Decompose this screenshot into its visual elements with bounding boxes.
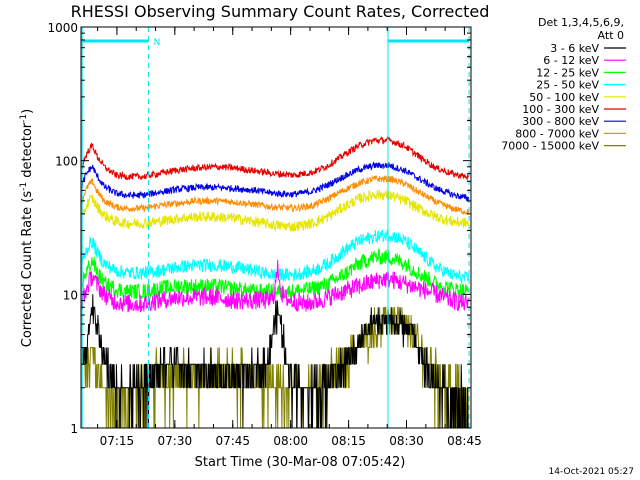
chart-title: RHESSI Observing Summary Count Rates, Co… xyxy=(71,2,490,21)
y-tick-label-2: 100 xyxy=(55,155,78,169)
series-line-0 xyxy=(82,294,469,429)
footer-timestamp: 14-Oct-2021 05:27 xyxy=(549,467,634,477)
legend-header-line1: Det 1,3,4,5,6,9, xyxy=(538,16,624,29)
y-tick-label-1: 10 xyxy=(63,288,78,302)
legend-header-line2: Att 0 xyxy=(598,29,624,42)
legend-label-1: 6 - 12 keV xyxy=(543,54,599,67)
x-tick-label-3: 08:00 xyxy=(273,434,308,448)
series-line-3 xyxy=(81,229,470,284)
y-axis-label-sup1: -1 xyxy=(19,182,29,191)
y-axis-label-part2: detector xyxy=(20,122,35,182)
plot-series xyxy=(81,135,470,429)
x-axis: 07:15 07:30 07:45 08:00 08:15 08:30 08:45 xyxy=(97,27,482,448)
legend-label-8: 7000 - 15000 keV xyxy=(501,140,599,153)
legend-label-3: 25 - 50 keV xyxy=(536,79,599,92)
legend-label-0: 3 - 6 keV xyxy=(550,42,599,55)
x-tick-label-2: 07:45 xyxy=(215,434,250,448)
legend-label-4: 50 - 100 keV xyxy=(529,91,599,104)
y-tick-label-0: 1 xyxy=(70,422,78,436)
series-line-1 xyxy=(81,259,470,313)
x-tick-label-6: 08:45 xyxy=(447,434,482,448)
y-axis-label-sup2: -1 xyxy=(19,114,29,123)
legend-label-5: 100 - 300 keV xyxy=(522,103,599,116)
series-line-5 xyxy=(81,135,470,182)
y-axis: 1 10 100 1000 xyxy=(47,21,471,436)
series-line-4 xyxy=(81,189,470,232)
y-axis-label: Corrected Count Rate (s-1 detector-1) xyxy=(19,109,35,347)
series-line-6 xyxy=(81,160,470,203)
y-tick-label-3: 1000 xyxy=(47,21,78,35)
plot-overlays: N xyxy=(81,27,470,428)
legend-label-7: 800 - 7000 keV xyxy=(515,127,599,140)
series-line-2 xyxy=(81,248,470,301)
legend-label-6: 300 - 800 keV xyxy=(522,115,599,128)
series-line-7 xyxy=(81,175,470,215)
plot-frame xyxy=(80,26,472,429)
x-tick-label-4: 08:15 xyxy=(331,434,366,448)
x-axis-label: Start Time (30-Mar-08 07:05:42) xyxy=(195,455,406,470)
x-tick-label-0: 07:15 xyxy=(100,434,135,448)
x-tick-label-5: 08:30 xyxy=(389,434,424,448)
x-tick-label-1: 07:30 xyxy=(158,434,193,448)
y-axis-label-part3: ) xyxy=(20,109,35,114)
y-axis-label-part1: Corrected Count Rate (s xyxy=(20,191,35,348)
legend-label-2: 12 - 25 keV xyxy=(536,66,599,79)
night-marker-label: N xyxy=(154,38,161,48)
